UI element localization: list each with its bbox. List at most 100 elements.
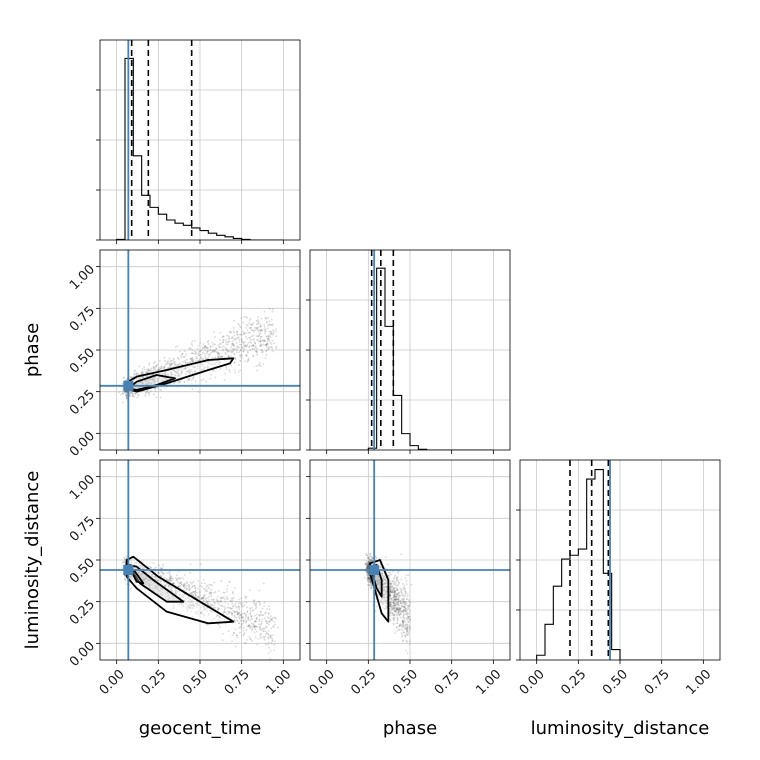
scatter-phase_vs_geocent_time-point-324 — [259, 329, 262, 332]
scatter-luminosity_distance_vs_phase-point-1276 — [398, 624, 401, 627]
scatter-luminosity_distance_vs_phase-point-1385 — [391, 584, 394, 587]
scatter-phase_vs_geocent_time-point-1326 — [241, 340, 244, 343]
scatter-phase_vs_geocent_time-point-253 — [176, 377, 179, 380]
scatter-phase_vs_geocent_time-point-162 — [236, 330, 238, 333]
scatter-luminosity_distance_vs_geocent_time-point-257 — [255, 603, 257, 606]
scatter-phase_vs_geocent_time-point-874 — [188, 347, 191, 350]
scatter-luminosity_distance_vs_phase-point-1144 — [399, 612, 402, 615]
scatter-luminosity_distance_vs_phase-point-637 — [392, 607, 395, 609]
scatter-phase_vs_geocent_time-point-1103 — [218, 362, 221, 364]
scatter-phase_vs_geocent_time-point-512 — [184, 359, 186, 362]
scatter-luminosity_distance_vs_geocent_time-point-1194 — [243, 612, 246, 615]
scatter-luminosity_distance_vs_geocent_time-point-850 — [227, 603, 230, 605]
scatter-luminosity_distance_vs_phase-point-775 — [366, 565, 369, 568]
scatter-luminosity_distance_vs_geocent_time-point-1330 — [217, 590, 220, 592]
scatter-luminosity_distance_vs_geocent_time-ytick-label-1: 0.25 — [67, 597, 98, 628]
scatter-luminosity_distance_vs_phase-point-493 — [397, 598, 400, 601]
scatter-luminosity_distance_vs_phase-point-365 — [379, 586, 381, 588]
scatter-luminosity_distance_vs_phase-point-5 — [408, 642, 411, 645]
scatter-luminosity_distance_vs_phase-point-1319 — [406, 628, 409, 631]
scatter-phase_vs_geocent_time-point-797 — [201, 357, 204, 360]
scatter-luminosity_distance_vs_phase-point-1354 — [367, 580, 370, 583]
scatter-luminosity_distance_vs_geocent_time-point-255 — [182, 584, 185, 587]
scatter-luminosity_distance_vs_geocent_time-point-899 — [143, 578, 146, 581]
scatter-luminosity_distance_vs_phase-point-505 — [395, 594, 397, 597]
scatter-luminosity_distance_vs_geocent_time-point-517 — [188, 586, 190, 589]
scatter-luminosity_distance_vs_geocent_time-point-968 — [223, 608, 226, 611]
scatter-luminosity_distance_vs_phase-point-1294 — [397, 595, 399, 598]
scatter-luminosity_distance_vs_geocent_time-point-660 — [148, 584, 151, 587]
scatter-phase_vs_geocent_time-point-1335 — [167, 373, 170, 376]
scatter-luminosity_distance_vs_phase-point-680 — [383, 607, 386, 610]
scatter-phase_vs_geocent_time-point-396 — [232, 344, 235, 347]
scatter-phase_vs_geocent_time-point-953 — [262, 339, 265, 342]
scatter-luminosity_distance_vs_geocent_time-point-409 — [180, 596, 183, 599]
scatter-luminosity_distance_vs_geocent_time-point-1343 — [273, 649, 275, 652]
scatter-luminosity_distance_vs_geocent_time-point-731 — [234, 611, 237, 614]
scatter-luminosity_distance_vs_phase-point-880 — [376, 585, 379, 588]
scatter-luminosity_distance_vs_phase-point-318 — [381, 573, 384, 575]
scatter-phase_vs_geocent_time-point-462 — [190, 342, 193, 345]
scatter-luminosity_distance_vs_geocent_time-point-275 — [236, 610, 239, 613]
scatter-luminosity_distance_vs_phase-point-51 — [366, 576, 369, 579]
scatter-luminosity_distance_vs_geocent_time-point-508 — [237, 605, 240, 608]
scatter-luminosity_distance_vs_phase-point-1351 — [382, 584, 385, 587]
scatter-luminosity_distance_vs_geocent_time-point-350 — [181, 595, 184, 598]
scatter-phase_vs_geocent_time-point-64 — [269, 336, 272, 338]
scatter-phase_vs_geocent_time-point-1217 — [176, 369, 178, 371]
scatter-luminosity_distance_vs_phase-point-115 — [382, 586, 385, 589]
scatter-luminosity_distance_vs_geocent_time-point-557 — [221, 639, 224, 642]
scatter-luminosity_distance_vs_phase-point-193 — [366, 567, 369, 570]
scatter-luminosity_distance_vs_phase-point-891 — [402, 621, 405, 624]
scatter-phase_vs_geocent_time-point-406 — [269, 341, 272, 344]
scatter-phase_vs_geocent_time-point-1006 — [133, 373, 136, 376]
scatter-luminosity_distance_vs_geocent_time-point-860 — [243, 619, 245, 622]
scatter-luminosity_distance_vs_geocent_time-point-1310 — [259, 633, 262, 636]
scatter-luminosity_distance_vs_phase-point-1296 — [393, 591, 396, 594]
scatter-luminosity_distance_vs_phase-point-1065 — [366, 563, 368, 566]
scatter-luminosity_distance_vs_geocent_time-point-391 — [231, 599, 234, 602]
scatter-luminosity_distance_vs_phase-point-408 — [392, 617, 395, 620]
scatter-phase_vs_geocent_time-point-184 — [247, 358, 250, 361]
scatter-luminosity_distance_vs_phase-point-1277 — [383, 588, 386, 591]
scatter-phase_vs_geocent_time-point-604 — [244, 343, 246, 346]
scatter-luminosity_distance_vs_phase-point-310 — [405, 602, 408, 605]
scatter-luminosity_distance_vs_phase-point-1397 — [376, 577, 378, 580]
scatter-phase_vs_geocent_time-point-262 — [267, 337, 270, 340]
scatter-luminosity_distance_vs_geocent_time-point-65 — [196, 613, 199, 616]
scatter-luminosity_distance_vs_phase-point-912 — [393, 576, 396, 579]
scatter-phase_vs_geocent_time-point-741 — [257, 322, 259, 325]
scatter-luminosity_distance_vs_phase-point-49 — [384, 585, 387, 588]
scatter-phase_vs_geocent_time-point-27 — [135, 387, 138, 390]
scatter-phase_vs_geocent_time-point-494 — [219, 368, 222, 370]
scatter-phase_vs_geocent_time-point-395 — [153, 381, 155, 384]
scatter-luminosity_distance_vs_phase-xtick-label-2: 0.50 — [390, 667, 421, 698]
scatter-phase_vs_geocent_time-point-1198 — [240, 327, 242, 329]
scatter-phase_vs_geocent_time-point-1277 — [265, 335, 268, 338]
scatter-luminosity_distance_vs_geocent_time-point-453 — [221, 617, 223, 620]
scatter-luminosity_distance_vs_geocent_time-point-1340 — [254, 628, 257, 631]
scatter-luminosity_distance_vs_geocent_time-point-962 — [151, 580, 154, 583]
scatter-luminosity_distance_vs_phase-point-876 — [409, 603, 411, 606]
scatter-luminosity_distance_vs_phase-point-600 — [368, 577, 371, 580]
scatter-luminosity_distance_vs_geocent_time-point-134 — [201, 609, 204, 612]
scatter-luminosity_distance_vs_phase-point-1188 — [384, 591, 387, 594]
scatter-luminosity_distance_vs_geocent_time-point-893 — [236, 619, 239, 622]
scatter-luminosity_distance_vs_phase-point-915 — [391, 614, 394, 617]
scatter-phase_vs_geocent_time-point-477 — [267, 345, 270, 348]
scatter-luminosity_distance_vs_geocent_time-xtick-label-4: 1.00 — [263, 667, 294, 698]
scatter-luminosity_distance_vs_geocent_time-point-299 — [247, 617, 250, 620]
scatter-phase_vs_geocent_time-point-721 — [225, 338, 228, 341]
scatter-phase_vs_geocent_time-point-1187 — [134, 387, 137, 389]
scatter-phase_vs_geocent_time-point-329 — [264, 329, 267, 332]
scatter-luminosity_distance_vs_geocent_time-point-119 — [263, 605, 265, 607]
scatter-luminosity_distance_vs_geocent_time-point-687 — [153, 576, 156, 578]
scatter-phase_vs_geocent_time-point-637 — [260, 325, 263, 328]
scatter-luminosity_distance_vs_geocent_time-point-543 — [235, 616, 238, 619]
scatter-luminosity_distance_vs_phase-point-370 — [381, 602, 384, 605]
scatter-luminosity_distance_vs_geocent_time-point-651 — [168, 585, 170, 588]
scatter-luminosity_distance_vs_geocent_time-point-1287 — [143, 587, 146, 590]
scatter-luminosity_distance_vs_geocent_time-point-1295 — [188, 589, 191, 592]
scatter-luminosity_distance_vs_geocent_time-point-951 — [232, 605, 234, 608]
scatter-phase_vs_geocent_time-point-824 — [141, 375, 144, 378]
